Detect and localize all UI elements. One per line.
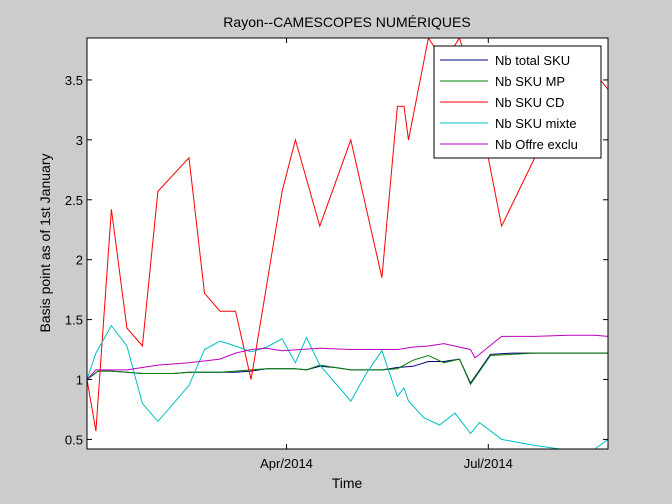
y-tick-label: 2 (76, 253, 83, 268)
x-tick-label: Apr/2014 (260, 456, 313, 471)
legend-label-2: Nb SKU MP (495, 74, 565, 89)
legend-label-5: Nb Offre exclu (495, 137, 578, 152)
y-tick-label: 3.5 (65, 73, 83, 88)
x-tick-label: Jul/2014 (464, 456, 513, 471)
y-tick-label: 1.5 (65, 313, 83, 328)
series-line-5 (87, 334, 608, 380)
y-tick-label: 0.5 (65, 432, 83, 447)
legend-label-4: Nb SKU mixte (495, 116, 577, 131)
plot-border (86, 37, 609, 450)
legend-label-1: Nb total SKU (495, 53, 570, 68)
legend: Nb total SKU Nb SKU MP Nb SKU CD Nb SKU mix… (433, 45, 602, 159)
y-axis-label: Basis point as of 1st January (37, 154, 53, 333)
y-tick-label: 2.5 (65, 193, 83, 208)
chart-title: Rayon--CAMESCOPES NUMÉRIQUES (223, 14, 470, 30)
legend-label-3: Nb SKU CD (495, 95, 564, 110)
y-tick-label: 3 (76, 133, 83, 148)
legend-box (433, 45, 602, 159)
y-tick-label: 1 (76, 373, 83, 388)
series-line-4 (87, 324, 608, 449)
x-axis-label: Time (332, 475, 363, 491)
